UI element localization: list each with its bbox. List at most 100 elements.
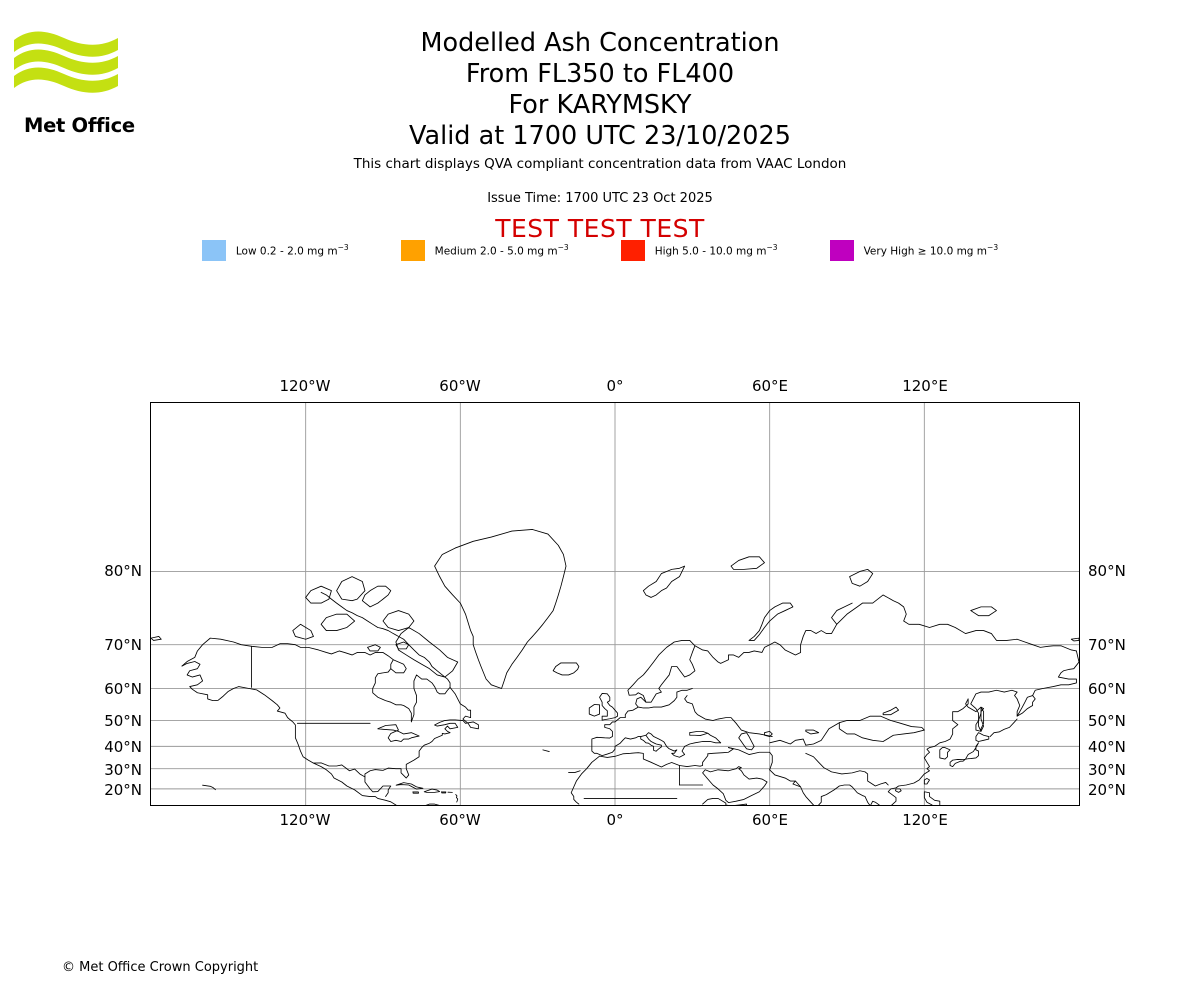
coastline-path: [423, 788, 441, 793]
met-office-logo-text: Met Office: [24, 114, 135, 137]
coastline-path: [970, 606, 997, 617]
coastline-path: [181, 661, 397, 805]
legend-item-label: Very High ≥ 10.0 mg m−3: [863, 243, 999, 258]
coastline-path: [975, 732, 990, 742]
lon-tick-label-bottom: 0°: [606, 811, 624, 829]
coastline-path: [895, 788, 902, 793]
lon-tick-label-bottom: 120°E: [902, 811, 948, 829]
coastline-path: [1016, 695, 1034, 717]
legend-item: Low 0.2 - 2.0 mg m−3: [201, 240, 349, 261]
coastline-path: [769, 769, 880, 805]
lat-tick-label-left: 30°N: [104, 760, 142, 779]
coastline-path: [923, 791, 941, 805]
coastline-path: [805, 722, 840, 746]
coastline-path: [568, 770, 581, 773]
legend-swatch-medium: [400, 240, 425, 261]
legend-item-label: Low 0.2 - 2.0 mg m−3: [235, 243, 349, 258]
legend-swatch-low: [201, 240, 226, 261]
coastline-path: [707, 747, 734, 755]
coastline-path: [923, 778, 930, 785]
chart-subnote: This chart displays QVA compliant concen…: [353, 156, 847, 172]
chart-title-line-3: For KARYMSKY: [508, 90, 692, 120]
lon-tick-label-top: 60°E: [751, 377, 789, 395]
lat-tick-label-left: 20°N: [104, 780, 142, 799]
coastline-path: [702, 766, 768, 804]
met-office-logo-waves: [14, 31, 118, 93]
lat-tick-label-left: 50°N: [104, 712, 142, 731]
lat-tick-label-right: 50°N: [1088, 712, 1126, 731]
coastline-path: [588, 704, 600, 717]
lon-tick-label-top: 120°W: [279, 377, 331, 395]
lat-tick-label-left: 70°N: [104, 635, 142, 654]
coastline-path: [738, 732, 755, 751]
coastline-path: [887, 698, 969, 805]
coastline-path: [151, 636, 162, 641]
legend-item: High 5.0 - 10.0 mg m−3: [620, 240, 778, 261]
coastline-path: [552, 662, 580, 676]
legend-swatch-high: [620, 240, 645, 261]
issue-time: Issue Time: 1700 UTC 23 Oct 2025: [487, 191, 713, 206]
chart-title-line-2: From FL350 to FL400: [465, 59, 735, 89]
lon-tick-label-bottom: 60°W: [439, 811, 481, 829]
legend-item-label: High 5.0 - 10.0 mg m−3: [654, 243, 778, 258]
coastline-path: [728, 747, 773, 771]
coastline-path: [361, 585, 392, 608]
coastline-path: [382, 610, 415, 631]
coastline-path: [305, 585, 332, 604]
lat-tick-label-right: 70°N: [1088, 635, 1126, 654]
coastline-path: [395, 782, 424, 790]
coastline-path: [694, 594, 1077, 664]
lon-tick-label-top: 120°E: [902, 377, 948, 395]
legend-item: Medium 2.0 - 5.0 mg m−3: [400, 240, 569, 261]
coastline-path: [748, 602, 794, 641]
coastline-path: [642, 565, 686, 598]
coastline-path: [320, 613, 356, 631]
coastline-path: [599, 752, 709, 768]
coastline-path: [838, 715, 925, 742]
coastline-path: [831, 602, 853, 625]
coastline-path: [640, 734, 662, 752]
concentration-legend: Low 0.2 - 2.0 mg m−3 Medium 2.0 - 5.0 mg …: [0, 240, 1200, 261]
map-coastlines: [151, 529, 1079, 805]
world-map-canvas: [151, 403, 1079, 805]
lat-tick-label-left: 80°N: [104, 562, 142, 581]
world-map[interactable]: [150, 402, 1080, 806]
legend-item-label: Medium 2.0 - 5.0 mg m−3: [434, 243, 569, 258]
coastline-path: [769, 738, 807, 746]
copyright-notice: © Met Office Crown Copyright: [62, 960, 259, 975]
test-banner: TEST TEST TEST: [495, 214, 705, 243]
coastline-path: [434, 529, 567, 689]
coastline-path: [689, 732, 709, 736]
lat-tick-label-right: 80°N: [1088, 562, 1126, 581]
lat-tick-label-right: 30°N: [1088, 760, 1126, 779]
coastline-path: [336, 576, 366, 602]
coastline-path: [591, 706, 722, 758]
coastline-path: [989, 718, 1018, 737]
coastline-path: [702, 798, 727, 805]
lat-tick-label-right: 40°N: [1088, 738, 1126, 757]
coastline-path: [455, 794, 459, 803]
coastline-path: [364, 686, 479, 797]
coastline-path: [542, 749, 550, 752]
coastline-path: [939, 747, 951, 760]
coastline-path: [377, 724, 420, 742]
met-office-logo: Met Office: [12, 26, 135, 135]
lat-tick-label-right: 60°N: [1088, 679, 1126, 698]
chart-title-block: Modelled Ash Concentration From FL350 to…: [0, 28, 1200, 152]
coastline-path: [805, 729, 820, 735]
coastline-path: [599, 693, 619, 721]
lon-tick-label-top: 0°: [606, 377, 624, 395]
coastline-path: [425, 803, 440, 805]
coastline-path: [395, 627, 459, 678]
coastline-path: [949, 742, 979, 768]
coastline-path: [390, 659, 407, 674]
legend-item: Very High ≥ 10.0 mg m−3: [829, 240, 999, 261]
coastline-path: [792, 780, 802, 788]
coastline-path: [965, 650, 1079, 732]
coastline-path: [1070, 637, 1079, 642]
coastline-path: [627, 639, 696, 703]
coastline-path: [882, 706, 900, 716]
chart-title-line-4: Valid at 1700 UTC 23/10/2025: [409, 121, 791, 151]
lon-tick-label-bottom: 60°E: [751, 811, 789, 829]
